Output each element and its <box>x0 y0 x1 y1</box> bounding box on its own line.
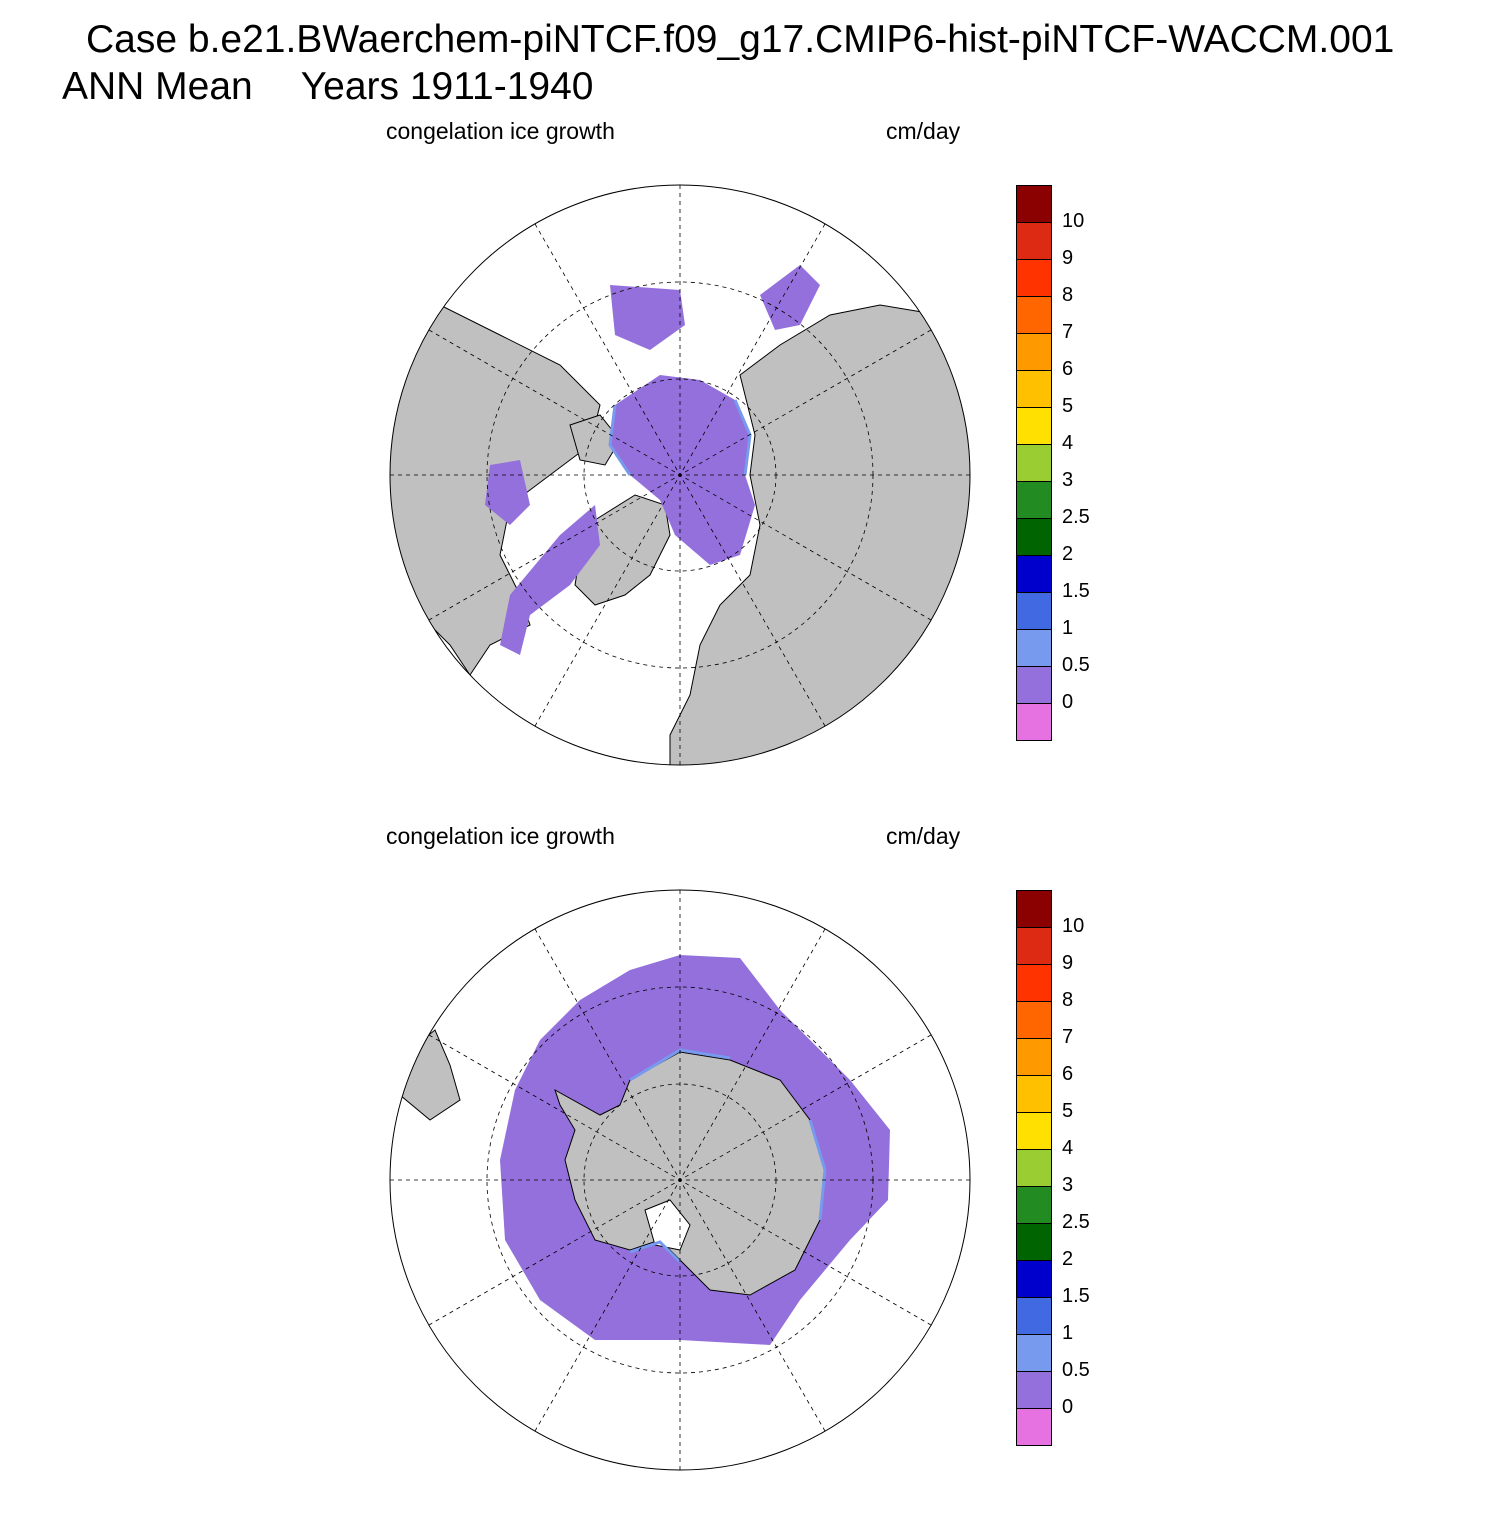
colorbar-swatch <box>1016 481 1052 519</box>
colorbar-label: 3 <box>1062 469 1074 491</box>
south-colorbar <box>1016 890 1052 1446</box>
colorbar-swatch <box>1016 1297 1052 1335</box>
colorbar-swatch <box>1016 592 1052 630</box>
colorbar-swatch <box>1016 927 1052 965</box>
colorbar-swatch <box>1016 890 1052 928</box>
colorbar-swatch <box>1016 518 1052 556</box>
colorbar-swatch <box>1016 1223 1052 1261</box>
colorbar-swatch <box>1016 1112 1052 1150</box>
colorbar-swatch <box>1016 444 1052 482</box>
north-ice-okhotsk <box>760 265 820 330</box>
north-colorbar <box>1016 185 1052 741</box>
colorbar-label: 2 <box>1062 543 1074 565</box>
colorbar-swatch <box>1016 407 1052 445</box>
colorbar-swatch <box>1016 333 1052 371</box>
colorbar-label: 2.5 <box>1062 1211 1090 1233</box>
north-graticule <box>390 185 970 765</box>
colorbar-swatch <box>1016 703 1052 741</box>
colorbar-swatch <box>1016 259 1052 297</box>
south-graticule <box>390 890 970 1470</box>
colorbar-label: 1 <box>1062 617 1074 639</box>
panel-south-variable-label: congelation ice growth <box>386 823 615 849</box>
colorbar-label: 8 <box>1062 989 1074 1011</box>
colorbar-swatch <box>1016 1371 1052 1409</box>
colorbar-label: 0 <box>1062 691 1074 713</box>
colorbar-label: 5 <box>1062 395 1074 417</box>
colorbar-label: 6 <box>1062 1063 1074 1085</box>
colorbar-swatch <box>1016 370 1052 408</box>
colorbar-swatch <box>1016 666 1052 704</box>
colorbar-label: 2 <box>1062 1248 1074 1270</box>
panel-north-variable-label: congelation ice growth <box>386 118 615 144</box>
colorbar-label: 2.5 <box>1062 506 1090 528</box>
season-label: ANN Mean <box>62 65 253 108</box>
colorbar-label: 0.5 <box>1062 1359 1090 1381</box>
north-ice-bering <box>610 285 685 350</box>
colorbar-swatch <box>1016 296 1052 334</box>
figure-title: Case b.e21.BWaerchem-piNTCF.f09_g17.CMIP… <box>86 18 1395 61</box>
colorbar-label: 4 <box>1062 1137 1074 1159</box>
north-ice-hudson-bay <box>485 460 530 525</box>
colorbar-swatch <box>1016 1075 1052 1113</box>
colorbar-label: 5 <box>1062 1100 1074 1122</box>
colorbar-swatch <box>1016 185 1052 223</box>
colorbar-label: 0.5 <box>1062 654 1090 676</box>
colorbar-swatch <box>1016 1149 1052 1187</box>
colorbar-swatch <box>1016 964 1052 1002</box>
panel-north-units-label: cm/day <box>886 118 961 144</box>
colorbar-swatch <box>1016 629 1052 667</box>
colorbar-swatch <box>1016 555 1052 593</box>
colorbar-swatch <box>1016 1408 1052 1446</box>
south-map-border <box>389 889 971 1471</box>
north-map-border <box>389 184 971 766</box>
colorbar-swatch <box>1016 1038 1052 1076</box>
colorbar-label: 7 <box>1062 321 1074 343</box>
colorbar-label: 10 <box>1062 915 1085 937</box>
colorbar-swatch <box>1016 1001 1052 1039</box>
colorbar-label: 3 <box>1062 1174 1074 1196</box>
colorbar-label: 1.5 <box>1062 1285 1090 1307</box>
colorbar-label: 1 <box>1062 1322 1074 1344</box>
colorbar-swatch <box>1016 1334 1052 1372</box>
north-ice-arctic-ocean <box>610 375 755 565</box>
colorbar-label: 8 <box>1062 284 1074 306</box>
north-polar-map <box>389 184 971 766</box>
colorbar-label: 0 <box>1062 1396 1074 1418</box>
years-label: Years 1911-1940 <box>300 65 594 108</box>
figure-subtitle: ANN Mean Years 1911-1940 <box>62 65 593 109</box>
colorbar-swatch <box>1016 222 1052 260</box>
north-land-canadian-archipelago <box>569 414 621 466</box>
north-land-eurasia <box>669 304 970 765</box>
panel-north: congelation ice growth cm/day <box>0 110 1500 810</box>
south-ross-ice-shelf <box>644 1199 691 1251</box>
colorbar-label: 9 <box>1062 247 1074 269</box>
south-polar-map <box>389 889 971 1471</box>
colorbar-label: 6 <box>1062 358 1074 380</box>
colorbar-label: 9 <box>1062 952 1074 974</box>
colorbar-label: 4 <box>1062 432 1074 454</box>
north-ice-baffin <box>500 505 600 655</box>
colorbar-swatch <box>1016 1186 1052 1224</box>
panel-south-units-label: cm/day <box>886 823 961 849</box>
colorbar-swatch <box>1016 1260 1052 1298</box>
colorbar-label: 10 <box>1062 210 1085 232</box>
colorbar-label: 1.5 <box>1062 580 1090 602</box>
colorbar-label: 7 <box>1062 1026 1074 1048</box>
panel-south: congelation ice growth cm/day <box>0 815 1500 1515</box>
